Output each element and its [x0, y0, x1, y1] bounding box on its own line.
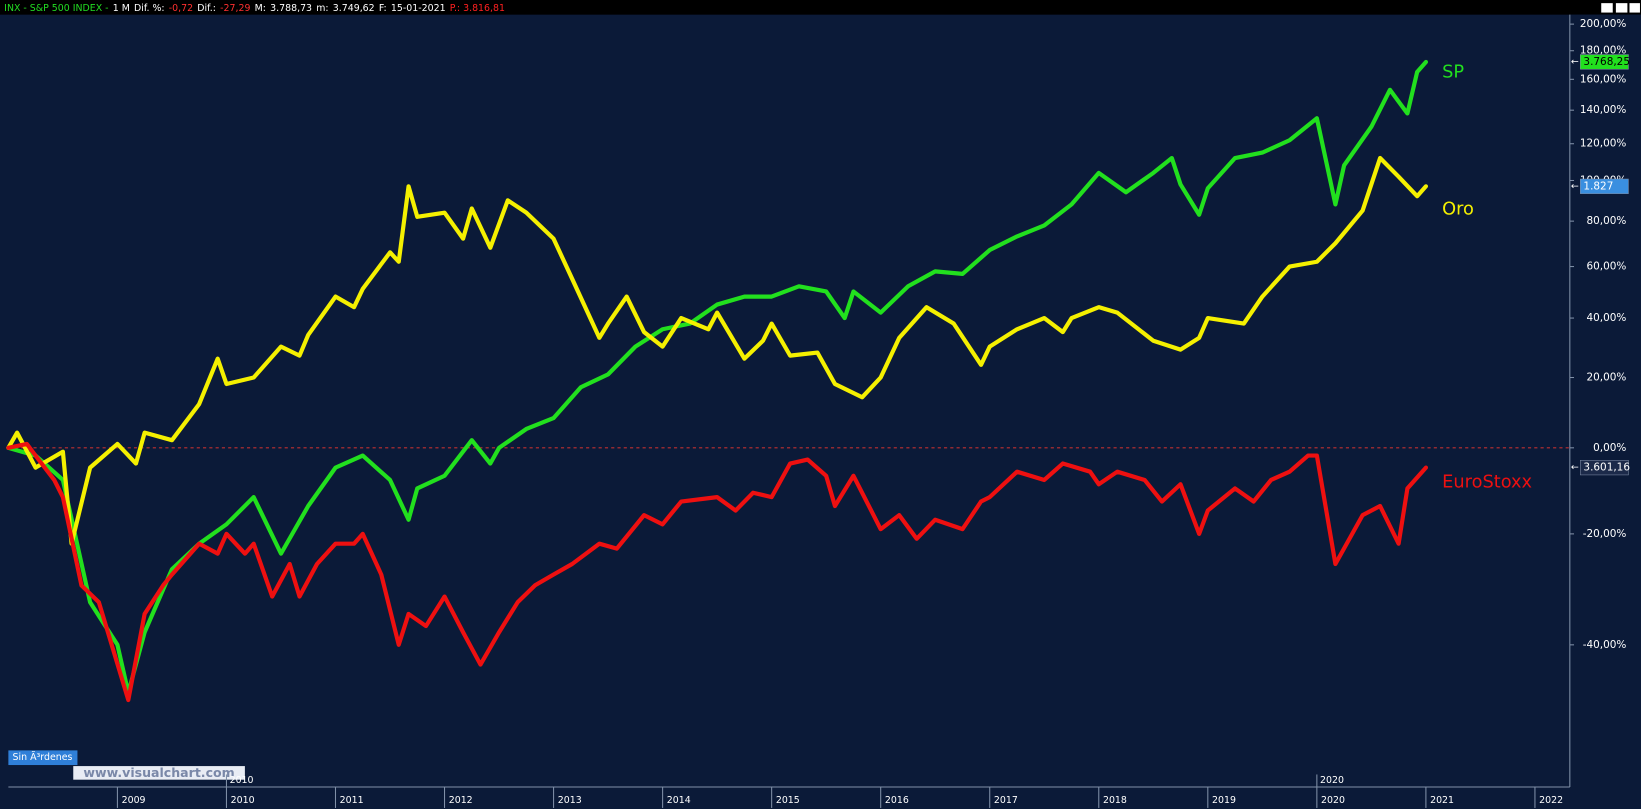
- header-item: Dif. %:: [134, 3, 165, 14]
- y-axis-area: [1569, 14, 1641, 809]
- header-item: P.: 3.816,81: [450, 3, 505, 14]
- header-bar: [0, 0, 1641, 15]
- y-tick-label: 40,00%: [1586, 312, 1626, 324]
- x-tick-label: 2020: [1321, 795, 1345, 806]
- watermark-box: [73, 766, 245, 780]
- header-item: m:: [316, 3, 328, 14]
- x-tick-label: 2011: [340, 795, 364, 806]
- window-button[interactable]: [1615, 3, 1628, 13]
- series-line: [6, 441, 1429, 703]
- orders-button-label[interactable]: Sin Ã³rdenes: [13, 752, 73, 763]
- series-name: SP: [1442, 61, 1464, 82]
- x-tick-label: 2013: [558, 795, 582, 806]
- window-button[interactable]: [1601, 3, 1613, 13]
- y-tick-label: 180,00%: [1580, 45, 1627, 57]
- header-item: 15-01-2021: [391, 3, 446, 14]
- y-tick-label: 120,00%: [1580, 138, 1627, 150]
- watermark: www.visualchart.com: [83, 765, 234, 780]
- header-item: F:: [379, 3, 387, 14]
- price-tag: [1580, 460, 1629, 476]
- x2-tick-label: 2020: [1320, 775, 1344, 786]
- x-tick-label: 2016: [885, 795, 909, 806]
- x2-tick-label: 2010: [230, 775, 254, 786]
- x-tick-label: 2012: [449, 795, 473, 806]
- y-tick-label: -40,00%: [1583, 639, 1627, 651]
- price-tag-label: 3.768,25: [1583, 56, 1630, 68]
- price-tag-label: 1.827: [1583, 180, 1613, 192]
- x-tick-label: 2017: [994, 795, 1018, 806]
- header-item: 1 M: [113, 3, 130, 14]
- price-tag-arrow: ←: [1571, 462, 1579, 473]
- price-tag-arrow: ←: [1571, 56, 1579, 67]
- header-item: M:: [255, 3, 266, 14]
- header-item: -0,72: [169, 3, 193, 14]
- header-item: 3.749,62: [333, 3, 375, 14]
- price-tag-label: 3.601,16: [1583, 462, 1630, 474]
- x-tick-label: 2021: [1430, 795, 1454, 806]
- x-tick-label: 2019: [1212, 795, 1236, 806]
- y-tick-label: 60,00%: [1586, 261, 1626, 273]
- x-tick-label: 2010: [231, 795, 255, 806]
- x-tick-label: 2018: [1103, 795, 1127, 806]
- y-tick-label: 80,00%: [1586, 215, 1626, 227]
- y-tick-label: 160,00%: [1580, 73, 1627, 85]
- y-tick-label: -20,00%: [1583, 528, 1627, 540]
- header-item: -27,29: [220, 3, 250, 14]
- price-tag: [1580, 54, 1629, 70]
- window-button[interactable]: [1629, 3, 1640, 13]
- price-tag-arrow: ←: [1571, 181, 1579, 192]
- x-tick-label: 2014: [667, 795, 691, 806]
- series-line: [6, 59, 1429, 695]
- header-item: 3.788,73: [270, 3, 312, 14]
- y-tick-label: 140,00%: [1580, 104, 1627, 116]
- header-item: INX - S&P 500 INDEX -: [4, 3, 108, 14]
- y-tick-label: 20,00%: [1586, 372, 1626, 384]
- series-name: Oro: [1442, 198, 1474, 219]
- series-line: [6, 155, 1429, 546]
- header-item: Dif.:: [197, 3, 216, 14]
- x-tick-label: 2022: [1539, 795, 1563, 806]
- y-tick-label: 0,00%: [1593, 442, 1626, 454]
- y-tick-label: 200,00%: [1580, 18, 1627, 30]
- x-tick-label: 2009: [122, 795, 146, 806]
- price-tag: [1580, 178, 1629, 194]
- series-name: EuroStoxx: [1442, 471, 1532, 492]
- orders-button[interactable]: [8, 750, 78, 766]
- x-tick-label: 2015: [776, 795, 800, 806]
